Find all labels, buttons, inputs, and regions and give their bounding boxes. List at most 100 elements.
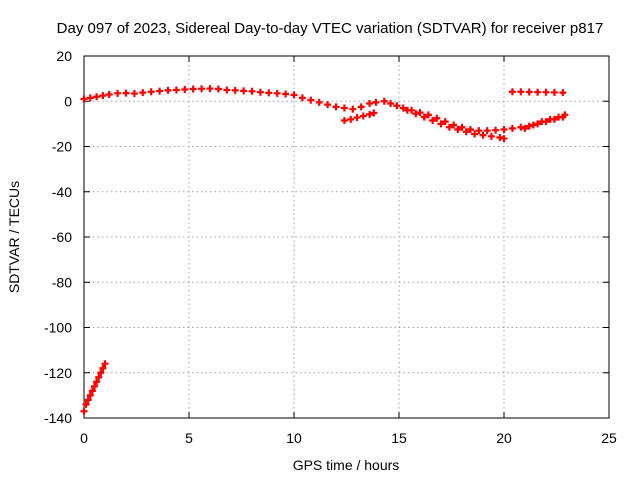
data-point — [91, 382, 98, 390]
data-point — [147, 88, 155, 96]
data-point — [424, 111, 432, 119]
y-tick-label: 0 — [64, 93, 72, 109]
data-point — [248, 87, 256, 95]
data-point — [97, 369, 105, 377]
data-point — [475, 127, 483, 135]
data-point — [534, 120, 542, 128]
data-point — [521, 124, 529, 132]
data-point — [525, 122, 533, 130]
data-point — [500, 126, 508, 134]
data-point — [412, 110, 420, 118]
data-point — [500, 135, 508, 143]
series-descending-branch — [403, 106, 508, 143]
data-point — [561, 111, 569, 119]
x-tick-label: 20 — [496, 430, 512, 446]
x-axis-label: GPS time / hours — [293, 457, 400, 473]
y-axis-label: SDTVAR / TECUs — [6, 181, 22, 293]
data-point — [370, 109, 378, 117]
data-point — [156, 87, 164, 95]
data-point — [420, 113, 428, 121]
series-main-band — [80, 85, 567, 135]
data-point — [290, 91, 298, 99]
x-tick-label: 5 — [185, 430, 193, 446]
data-point — [366, 100, 374, 108]
data-point — [416, 109, 424, 117]
data-point — [483, 127, 491, 135]
y-tick-label: -120 — [44, 365, 72, 381]
data-point — [529, 121, 537, 129]
data-point — [282, 90, 290, 98]
data-point — [399, 104, 407, 112]
data-point — [496, 133, 504, 141]
data-point — [508, 124, 516, 132]
data-point — [555, 113, 563, 121]
x-tick-labels: 0 5 10 15 20 25 — [80, 430, 617, 446]
data-point — [189, 85, 197, 93]
data-point — [462, 128, 470, 136]
series-start-steep — [80, 360, 109, 415]
y-tick-label: -100 — [44, 320, 72, 336]
data-point — [454, 126, 462, 134]
data-point — [340, 104, 348, 112]
data-point — [99, 92, 107, 100]
data-point — [198, 85, 206, 93]
data-point — [88, 387, 96, 395]
data-point — [450, 121, 458, 129]
data-point — [458, 123, 466, 131]
data-point — [298, 94, 306, 102]
data-point — [487, 132, 495, 140]
data-point — [307, 96, 315, 104]
y-tick-label: 20 — [56, 48, 72, 64]
data-point — [538, 118, 546, 126]
data-point — [181, 85, 189, 93]
grid-layer — [84, 56, 609, 418]
data-point — [508, 88, 516, 96]
data-point — [340, 116, 348, 124]
data-point — [231, 86, 239, 94]
x-tick-label: 10 — [286, 430, 302, 446]
data-point — [479, 131, 487, 139]
data-point — [559, 89, 567, 97]
data-point — [315, 98, 323, 106]
data-point — [525, 88, 533, 96]
data-point — [492, 126, 500, 134]
data-point — [101, 360, 109, 368]
data-point — [80, 95, 88, 103]
y-tick-label: -80 — [52, 274, 72, 290]
chart-title: Day 097 of 2023, Sidereal Day-to-day VTE… — [57, 20, 604, 37]
data-point — [433, 114, 441, 122]
x-tick-label: 0 — [80, 430, 88, 446]
data-point — [324, 101, 332, 109]
data-point — [380, 97, 388, 105]
data-point — [223, 86, 231, 94]
data-point — [80, 407, 88, 415]
data-point — [93, 378, 101, 386]
y-tick-label: -40 — [52, 184, 72, 200]
y-tick-label: -60 — [52, 229, 72, 245]
data-point — [403, 106, 411, 114]
data-point — [164, 86, 172, 94]
data-point — [429, 116, 437, 124]
y-tick-label: -140 — [44, 410, 72, 426]
data-point — [265, 89, 273, 97]
data-point — [93, 93, 101, 101]
x-tick-label: 15 — [391, 430, 407, 446]
data-point — [349, 105, 357, 113]
data-point — [387, 100, 395, 108]
y-tick-labels: 20 0 -20 -40 -60 -80 -100 -120 -140 — [44, 48, 72, 426]
data-point — [550, 88, 558, 96]
data-point — [206, 85, 214, 93]
data-point — [466, 126, 474, 134]
data-point — [273, 89, 281, 97]
data-point — [353, 114, 361, 122]
data-point — [347, 115, 355, 123]
series-late-rise — [521, 111, 569, 132]
data-point — [441, 118, 449, 126]
data-point — [517, 88, 525, 96]
data-point — [393, 102, 401, 110]
data-point — [86, 391, 94, 399]
data-point — [86, 94, 94, 102]
data-point — [357, 103, 365, 111]
data-point — [332, 103, 340, 111]
